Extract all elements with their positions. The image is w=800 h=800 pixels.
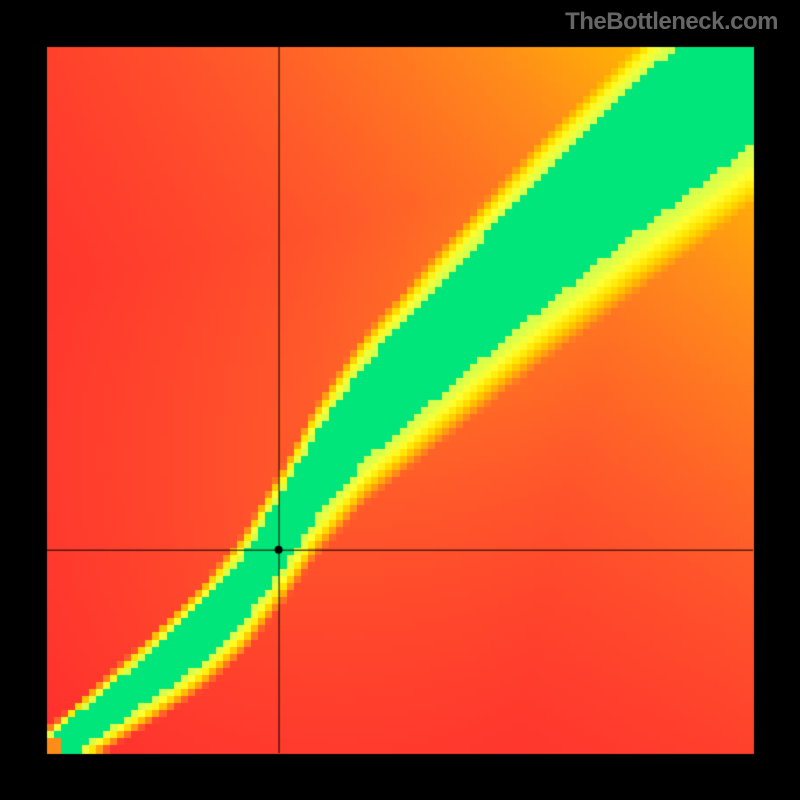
bottleneck-heatmap-canvas [0,0,800,800]
watermark-text: TheBottleneck.com [565,8,778,36]
chart-container: TheBottleneck.com [0,0,800,800]
